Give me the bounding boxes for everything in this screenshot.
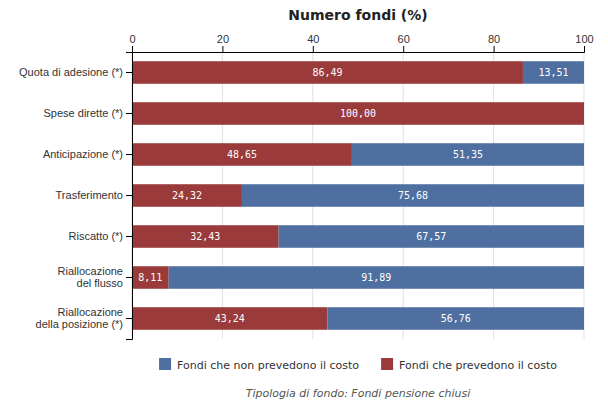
- tick-label: 20: [217, 33, 229, 45]
- plot: 0 20 40 60 80 100 Quota di adesione (*) Spese d…: [19, 33, 594, 340]
- legend-swatch: [381, 358, 393, 370]
- series: [169, 61, 584, 330]
- tick: Trasferimento: [56, 189, 132, 201]
- data-label: 56,76: [441, 313, 471, 324]
- data-label: 51,35: [453, 149, 483, 160]
- tick: Riallocazionedella posizione (*): [36, 306, 132, 330]
- tick-label: 80: [488, 33, 500, 45]
- tick-label: Quota di adesione (*): [19, 66, 123, 78]
- tick-label: Riscatto (*): [69, 230, 123, 242]
- tick-label: Trasferimento: [56, 189, 123, 201]
- bar: [242, 184, 584, 207]
- bar: [132, 102, 584, 125]
- data-label: 86,49: [312, 67, 342, 78]
- axis-line: [126, 53, 133, 340]
- tick-mark: [313, 46, 314, 52]
- data-label: 75,68: [398, 190, 428, 201]
- data-label: 8,11: [138, 272, 162, 283]
- subtitle: Tipologia di fondo: Fondi pensione chius…: [246, 387, 470, 400]
- chart: 0 20 40 60 80 100 Quota di adesione (*) Spese d…: [0, 0, 608, 411]
- tick-mark: [584, 46, 585, 52]
- data-label: 43,24: [215, 313, 245, 324]
- tick-mark: [126, 195, 132, 196]
- legend: Fondi che non prevedono il costo Fondi ch…: [159, 358, 557, 372]
- tick-mark: [222, 46, 223, 52]
- legend-item: Fondi che non prevedono il costo: [159, 358, 359, 372]
- bar: [132, 225, 279, 248]
- y-axis: Quota di adesione (*) Spese dirette (*) An…: [19, 53, 132, 340]
- tick: Riscatto (*): [69, 230, 132, 242]
- axis-line: [133, 46, 585, 53]
- data-label: 48,65: [227, 149, 257, 160]
- tick: Quota di adesione (*): [19, 66, 132, 78]
- bar: [132, 61, 523, 84]
- tick-mark: [126, 318, 132, 319]
- tick-label: 40: [307, 33, 319, 45]
- x-axis: 0 20 40 60 80 100: [129, 33, 593, 53]
- bar: [132, 184, 242, 207]
- legend-label: Fondi che prevedono il costo: [399, 359, 557, 372]
- tick-mark: [126, 277, 132, 278]
- bar: [132, 307, 327, 330]
- tick: Riallocazionedel flusso: [58, 265, 132, 289]
- bars: [132, 61, 584, 330]
- data-label: 32,43: [190, 231, 220, 242]
- tick-label: Anticipazione (*): [43, 148, 123, 160]
- series: [132, 61, 584, 330]
- bar: [327, 307, 584, 330]
- bar: [132, 266, 169, 289]
- legend-item: Fondi che prevedono il costo: [381, 358, 557, 372]
- grid: [132, 52, 584, 339]
- data-label: 13,51: [538, 67, 568, 78]
- tick-label: Spese dirette (*): [44, 107, 123, 119]
- tick: 0: [129, 33, 135, 52]
- tick-mark: [126, 236, 132, 237]
- data-label: 24,32: [172, 190, 202, 201]
- bar: [279, 225, 584, 248]
- bar: [132, 143, 352, 166]
- tick-mark: [126, 113, 132, 114]
- data-labels: 86,49 100,00 48,65 24,32 32,43 8,11 43,24 13,51…: [138, 67, 568, 324]
- data-label: 91,89: [361, 272, 391, 283]
- tick: 100: [575, 33, 593, 52]
- bar: [169, 266, 584, 289]
- legend-swatch: [159, 358, 171, 370]
- data-label: 67,57: [416, 231, 446, 242]
- tick-mark: [403, 46, 404, 52]
- bar: [584, 102, 585, 125]
- tick: Spese dirette (*): [44, 107, 132, 119]
- tick-label: 60: [398, 33, 410, 45]
- tick-mark: [132, 46, 133, 52]
- tick-mark: [126, 72, 132, 73]
- bar: [352, 143, 584, 166]
- bar: [523, 61, 584, 84]
- tick-label: Riallocazionedella posizione (*): [36, 306, 123, 330]
- tick: 40: [307, 33, 319, 52]
- tick-label: 100: [575, 33, 593, 45]
- legend-label: Fondi che non prevedono il costo: [177, 359, 359, 372]
- tick: 20: [217, 33, 229, 52]
- tick: 80: [488, 33, 500, 52]
- tick-label: Riallocazionedel flusso: [58, 265, 123, 289]
- tick-label: 0: [129, 33, 135, 45]
- tick: Anticipazione (*): [43, 148, 132, 160]
- tick: 60: [398, 33, 410, 52]
- data-label: 100,00: [340, 108, 376, 119]
- tick-mark: [494, 46, 495, 52]
- title: Numero fondi (%): [288, 7, 427, 23]
- tick-mark: [126, 154, 132, 155]
